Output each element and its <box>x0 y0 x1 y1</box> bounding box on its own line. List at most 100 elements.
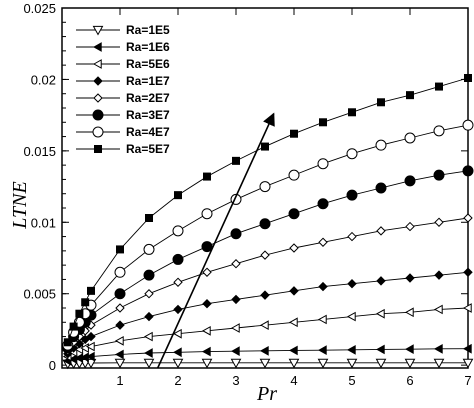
data-point <box>375 139 387 151</box>
data-point <box>201 358 213 369</box>
legend-label: Ra=5E6 <box>126 57 170 71</box>
data-point <box>172 225 184 237</box>
legend: Ra=1E5 Ra=1E6 Ra=5E6 Ra=1E7 Ra=2E7 Ra=3E7 Ra=4… <box>76 23 170 156</box>
data-point <box>405 273 415 283</box>
series-Ra=1E6 <box>62 343 472 366</box>
data-point <box>80 343 89 353</box>
data-point <box>404 344 414 354</box>
legend-item: Ra=1E6 <box>76 40 170 54</box>
data-point <box>376 276 386 286</box>
data-point <box>464 74 472 82</box>
data-point <box>347 279 357 289</box>
legend-item: Ra=4E7 <box>76 125 170 139</box>
data-point <box>230 228 242 240</box>
legend-marker <box>93 93 103 103</box>
data-point <box>201 326 211 336</box>
y-tick-label: 0.005 <box>23 287 56 302</box>
legend-marker <box>92 109 104 121</box>
y-tick-label: 0.01 <box>31 215 56 230</box>
data-point <box>346 358 358 369</box>
data-point <box>144 311 154 322</box>
data-point <box>433 169 445 181</box>
data-point <box>116 245 124 254</box>
data-point <box>172 253 184 265</box>
data-point <box>317 345 327 355</box>
data-point <box>406 91 414 100</box>
data-point <box>114 266 126 278</box>
data-point <box>115 320 125 330</box>
legend-item: Ra=3E7 <box>76 108 170 122</box>
data-point <box>85 341 95 352</box>
data-point <box>143 358 155 369</box>
data-point <box>434 270 444 280</box>
data-point <box>318 237 328 247</box>
data-point <box>230 323 240 333</box>
data-point <box>433 304 443 315</box>
data-point <box>259 358 271 369</box>
data-point <box>143 269 155 281</box>
data-point <box>288 317 298 328</box>
data-point <box>317 314 327 325</box>
legend-label: Ra=1E7 <box>126 74 170 88</box>
legend-marker <box>94 145 102 153</box>
data-point <box>231 259 241 269</box>
data-point <box>346 311 356 322</box>
data-point <box>375 182 387 194</box>
data-point <box>288 358 300 369</box>
data-point <box>144 289 154 299</box>
data-point <box>433 125 445 137</box>
data-point <box>346 148 358 160</box>
series-Ra=1E5 <box>62 358 474 370</box>
data-point <box>404 175 416 187</box>
data-point <box>172 347 182 358</box>
y-tick-label: 0.02 <box>31 72 56 87</box>
x-tick-label: 5 <box>348 373 355 388</box>
data-point <box>260 290 270 300</box>
data-point <box>289 243 299 253</box>
legend-marker <box>92 59 102 69</box>
data-point <box>259 181 271 193</box>
legend-item: Ra=2E7 <box>76 91 170 105</box>
legend-item: Ra=5E6 <box>76 57 170 71</box>
data-point <box>114 358 126 369</box>
x-tick-label: 2 <box>174 373 181 388</box>
series-Ra=2E7 <box>63 213 473 356</box>
data-point <box>317 358 329 369</box>
data-point <box>375 308 385 319</box>
data-point <box>348 108 356 117</box>
data-point <box>261 142 269 151</box>
data-point <box>172 358 184 369</box>
data-point <box>462 303 472 313</box>
legend-marker <box>92 25 104 36</box>
data-point <box>231 294 241 305</box>
data-point <box>230 346 240 356</box>
data-point <box>174 191 182 200</box>
data-point <box>346 345 356 355</box>
data-point <box>375 344 385 355</box>
data-point <box>462 165 474 177</box>
data-point <box>404 358 416 369</box>
data-point <box>377 98 385 107</box>
data-point <box>404 132 416 144</box>
data-point <box>145 214 153 222</box>
data-point <box>75 309 84 318</box>
legend-label: Ra=1E6 <box>126 40 170 54</box>
y-axis-title: LTNE <box>9 181 31 229</box>
data-point <box>375 358 387 369</box>
x-tick-label: 6 <box>406 373 413 388</box>
data-point <box>201 346 211 357</box>
data-point <box>114 336 124 346</box>
data-point <box>86 331 96 342</box>
data-point <box>143 331 153 342</box>
data-point <box>317 198 329 210</box>
data-point <box>433 344 443 354</box>
series-line <box>67 217 469 352</box>
data-point <box>435 82 443 91</box>
data-point <box>260 250 270 260</box>
data-point <box>346 189 358 201</box>
series-layer <box>62 74 474 370</box>
data-point <box>288 169 300 181</box>
legend-marker <box>92 126 104 138</box>
data-point <box>172 328 182 339</box>
